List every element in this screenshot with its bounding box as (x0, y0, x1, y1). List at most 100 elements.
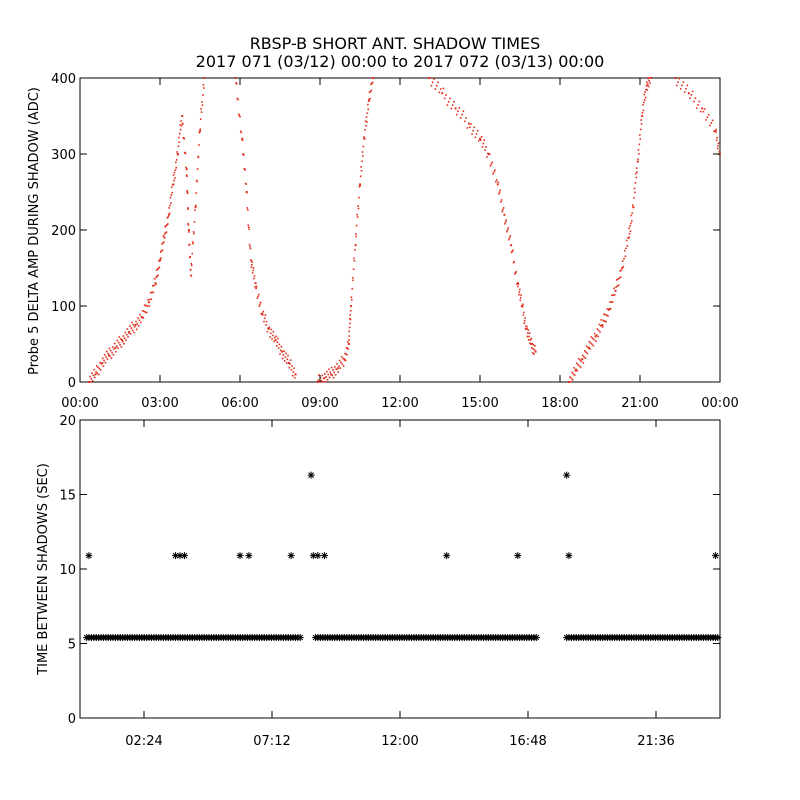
top-data-point (435, 84, 438, 87)
top-y-tick-label: 300 (51, 148, 76, 163)
top-data-point (334, 374, 337, 376)
top-data-point (264, 314, 267, 316)
top-data-point (570, 377, 573, 380)
top-data-point (630, 222, 632, 225)
top-x-tick-label: 06:00 (221, 396, 258, 411)
top-data-point (141, 316, 144, 319)
bottom-x-axis: 02:24 07:12 12:00 16:48 21:36 (125, 420, 675, 749)
top-data-point (613, 287, 615, 290)
top-data-point (361, 151, 364, 153)
chart-title-line1: RBSP-B SHORT ANT. SHADOW TIMES (250, 34, 541, 53)
top-data-point (716, 136, 718, 139)
top-data-point (324, 373, 326, 375)
top-data-point (602, 319, 605, 322)
top-data-point (459, 117, 462, 119)
top-data-point (332, 377, 335, 379)
top-data-point (123, 343, 125, 345)
top-data-point (255, 287, 257, 290)
bottom-data-point (307, 471, 315, 479)
top-data-point (577, 357, 580, 360)
top-data-point (633, 187, 636, 190)
top-data-point (241, 139, 244, 142)
top-data-point (675, 84, 678, 87)
top-data-point (143, 304, 146, 306)
top-data-point (159, 251, 162, 253)
top-data-point (135, 328, 138, 331)
top-data-point (187, 208, 189, 210)
top-data-point (280, 345, 283, 348)
top-data-point (625, 239, 628, 242)
top-data-point (131, 321, 133, 324)
top-data-point (569, 376, 571, 378)
top-data-point (682, 81, 685, 83)
top-data-point (619, 270, 621, 272)
top-data-point (698, 100, 701, 103)
top-data-point (112, 353, 115, 356)
top-data-point (136, 322, 139, 325)
top-data-point (350, 305, 353, 307)
top-data-point (510, 251, 513, 254)
top-data-point (528, 335, 530, 338)
top-data-point (169, 204, 171, 207)
top-data-point (326, 370, 328, 373)
top-data-point (495, 180, 497, 183)
top-data-point (622, 265, 625, 268)
bottom-x-tick-label: 07:12 (253, 734, 290, 749)
top-data-point (335, 368, 338, 371)
top-data-point (192, 231, 195, 233)
top-data-point (694, 97, 697, 99)
top-data-point (135, 320, 137, 323)
top-data-point (519, 296, 522, 299)
top-data-point (363, 137, 366, 140)
top-data-point (587, 346, 589, 349)
top-x-axis: 00:00 03:00 06:00 09:00 12:00 15:00 18:00 21:00… (61, 78, 739, 411)
top-data-point (360, 166, 362, 168)
top-data-point (631, 212, 634, 214)
top-data-point (359, 175, 362, 178)
top-data-point (338, 365, 340, 368)
top-data-point (275, 345, 278, 347)
top-data-point (143, 310, 145, 313)
top-data-point (109, 349, 112, 352)
top-data-point (512, 249, 514, 252)
top-data-point (110, 357, 113, 360)
top-x-tick-label: 09:00 (301, 396, 338, 411)
top-data-point (631, 204, 634, 206)
top-data-point (267, 327, 269, 330)
top-data-point (454, 107, 457, 110)
top-data-point (711, 119, 714, 122)
top-data-point (705, 119, 707, 121)
top-data-point (585, 345, 588, 347)
top-data-point (603, 320, 606, 322)
top-data-point (467, 122, 470, 125)
top-data-point (157, 274, 159, 277)
top-data-point (515, 270, 518, 273)
top-data-point (510, 244, 513, 247)
top-data-point (716, 147, 719, 150)
top-data-point (639, 128, 642, 131)
top-data-point (333, 371, 336, 374)
top-data-point (590, 336, 593, 338)
top-data-point (127, 336, 129, 338)
top-data-point (496, 183, 499, 186)
top-data-point (619, 276, 622, 279)
top-data-point (355, 224, 358, 227)
top-data-point (715, 139, 718, 142)
top-data-point (674, 77, 677, 79)
top-data-point (636, 160, 639, 163)
bottom-data-point (565, 552, 573, 560)
top-data-point (573, 374, 576, 376)
top-data-point (166, 216, 169, 219)
top-data-point (94, 373, 97, 376)
top-data-point (89, 381, 92, 383)
top-data-point (490, 163, 493, 165)
top-data-point (525, 325, 527, 328)
top-data-point (285, 352, 287, 355)
top-data-point (103, 359, 105, 362)
top-data-point (638, 153, 640, 155)
top-data-point (350, 296, 353, 299)
top-data-point (615, 286, 617, 288)
bottom-data-point (532, 634, 540, 642)
top-data-point (639, 134, 641, 136)
